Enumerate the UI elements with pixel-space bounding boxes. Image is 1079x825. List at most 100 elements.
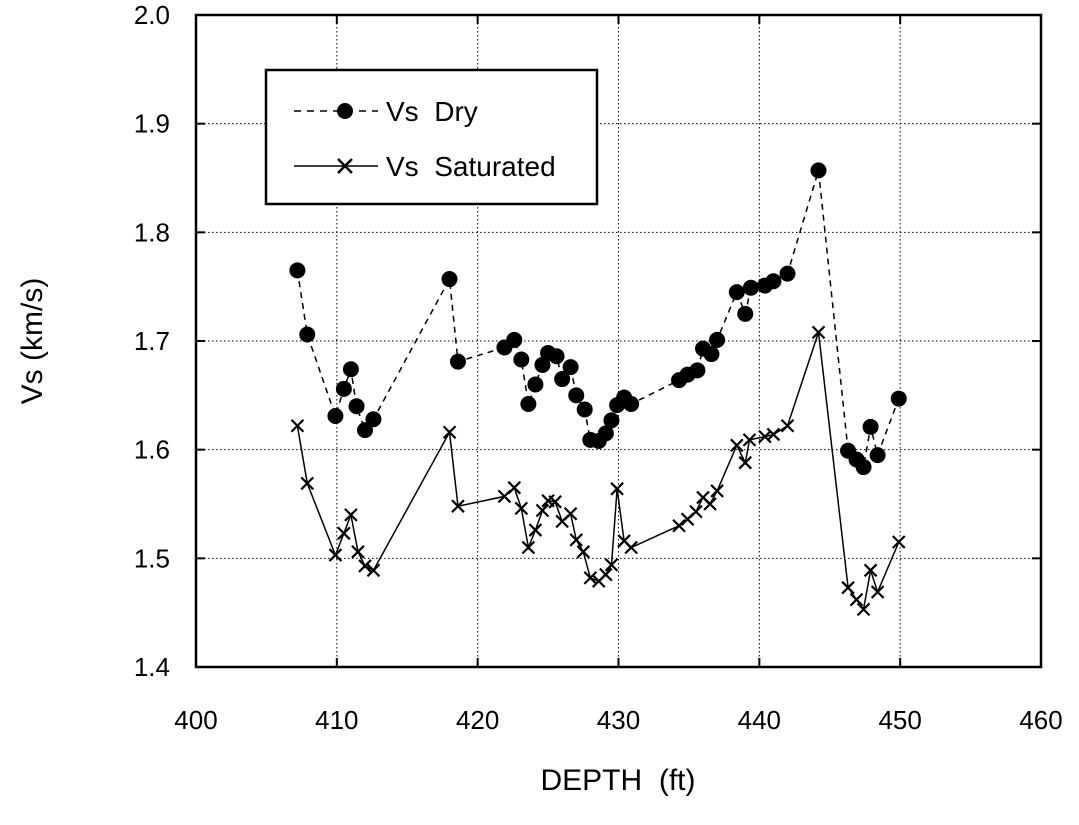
data-point-dry bbox=[335, 380, 352, 397]
data-point-dry bbox=[299, 326, 316, 343]
data-point-saturated bbox=[521, 540, 536, 555]
data-point-dry bbox=[568, 387, 585, 404]
data-point-dry bbox=[506, 331, 523, 348]
y-tick-label: 1.6 bbox=[134, 435, 170, 465]
y-axis-label: Vs (km/s) bbox=[16, 278, 49, 405]
data-point-dry bbox=[890, 390, 907, 407]
data-point-dry bbox=[597, 425, 614, 442]
x-tick-labels: 400 410 420 430 440 450 460 bbox=[174, 705, 1062, 735]
x-tick-label: 450 bbox=[878, 705, 921, 735]
data-point-dry bbox=[689, 362, 706, 379]
legend: Vs Dry Vs Saturated bbox=[264, 68, 599, 206]
data-point-saturated bbox=[672, 518, 686, 533]
data-point-saturated bbox=[742, 433, 757, 447]
data-point-saturated bbox=[766, 427, 781, 442]
data-point-saturated bbox=[841, 580, 855, 595]
data-point-dry bbox=[709, 331, 726, 348]
x-tick-label: 400 bbox=[174, 705, 217, 735]
data-point-saturated bbox=[337, 526, 351, 541]
legend-dry-label: Vs Dry bbox=[386, 96, 478, 127]
x-tick-label: 410 bbox=[315, 705, 358, 735]
data-point-dry bbox=[513, 351, 530, 368]
data-point-saturated bbox=[451, 499, 465, 513]
data-point-saturated bbox=[290, 418, 305, 433]
data-point-dry bbox=[603, 412, 620, 429]
data-point-saturated bbox=[358, 559, 372, 573]
data-point-saturated bbox=[780, 418, 795, 433]
data-point-saturated bbox=[599, 567, 613, 582]
x-tick-label: 440 bbox=[738, 705, 781, 735]
data-point-saturated bbox=[604, 558, 619, 572]
data-point-saturated bbox=[738, 455, 753, 470]
data-point-dry bbox=[869, 447, 886, 464]
data-point-saturated bbox=[624, 540, 638, 555]
data-point-dry bbox=[855, 459, 872, 476]
data-point-saturated bbox=[548, 495, 562, 509]
data-point-dry bbox=[728, 284, 745, 301]
data-point-dry bbox=[357, 422, 373, 439]
data-point-saturated bbox=[442, 425, 457, 440]
data-point-saturated bbox=[528, 523, 543, 537]
data-point-dry bbox=[576, 401, 593, 418]
series-layer bbox=[289, 162, 907, 617]
y-tick-labels: 1.4 1.5 1.6 1.7 1.8 1.9 2.0 bbox=[134, 0, 170, 682]
legend-box bbox=[264, 68, 599, 206]
data-point-saturated bbox=[811, 325, 826, 340]
data-point-dry bbox=[779, 265, 796, 282]
legend-saturated-label: Vs Saturated bbox=[386, 151, 556, 182]
x-tick-label: 430 bbox=[597, 705, 640, 735]
data-point-dry bbox=[289, 262, 306, 279]
data-point-dry bbox=[527, 376, 544, 393]
data-point-saturated bbox=[703, 497, 717, 511]
data-point-dry bbox=[742, 279, 759, 296]
data-point-saturated bbox=[710, 484, 724, 498]
axis-ticks bbox=[195, 14, 1042, 668]
y-tick-label: 1.4 bbox=[134, 652, 170, 682]
data-point-saturated bbox=[300, 476, 315, 491]
data-point-saturated bbox=[328, 548, 343, 562]
data-point-dry bbox=[342, 361, 359, 378]
data-point-dry bbox=[623, 396, 640, 413]
data-point-dry bbox=[449, 353, 466, 370]
data-point-dry bbox=[441, 271, 458, 288]
data-point-saturated bbox=[610, 482, 624, 496]
data-point-saturated bbox=[366, 563, 381, 578]
legend-dry-marker bbox=[337, 103, 353, 119]
data-point-saturated bbox=[507, 480, 522, 495]
data-point-dry bbox=[327, 407, 344, 424]
x-axis-label: DEPTH (ft) bbox=[541, 764, 696, 797]
x-tick-label: 420 bbox=[456, 705, 499, 735]
data-point-dry bbox=[862, 418, 879, 435]
data-point-saturated bbox=[849, 592, 864, 607]
data-point-saturated bbox=[569, 533, 584, 547]
data-point-saturated bbox=[870, 585, 885, 599]
data-point-saturated bbox=[535, 503, 550, 518]
series-dry bbox=[289, 162, 907, 476]
data-point-dry bbox=[810, 162, 827, 179]
data-point-saturated bbox=[576, 545, 591, 559]
y-tick-label: 1.9 bbox=[134, 109, 170, 139]
data-point-dry bbox=[737, 305, 754, 322]
y-tick-label: 2.0 bbox=[134, 0, 170, 30]
data-point-saturated bbox=[583, 571, 598, 585]
series-saturated bbox=[290, 325, 906, 617]
data-point-dry bbox=[554, 371, 571, 388]
data-point-saturated bbox=[514, 501, 529, 516]
y-tick-label: 1.7 bbox=[134, 326, 170, 356]
legend-saturated-marker bbox=[337, 158, 353, 174]
data-point-dry bbox=[348, 398, 365, 415]
data-point-dry bbox=[703, 346, 720, 363]
data-point-saturated bbox=[891, 535, 906, 549]
data-point-saturated bbox=[344, 508, 358, 522]
data-point-saturated bbox=[730, 438, 744, 453]
data-point-dry bbox=[365, 411, 382, 428]
x-tick-label: 460 bbox=[1019, 705, 1062, 735]
data-point-dry bbox=[520, 396, 537, 413]
data-point-saturated bbox=[863, 563, 878, 578]
data-point-saturated bbox=[758, 429, 772, 444]
y-tick-label: 1.8 bbox=[134, 217, 170, 247]
y-tick-label: 1.5 bbox=[134, 543, 170, 573]
data-point-dry bbox=[562, 359, 579, 376]
data-point-saturated bbox=[563, 507, 578, 521]
